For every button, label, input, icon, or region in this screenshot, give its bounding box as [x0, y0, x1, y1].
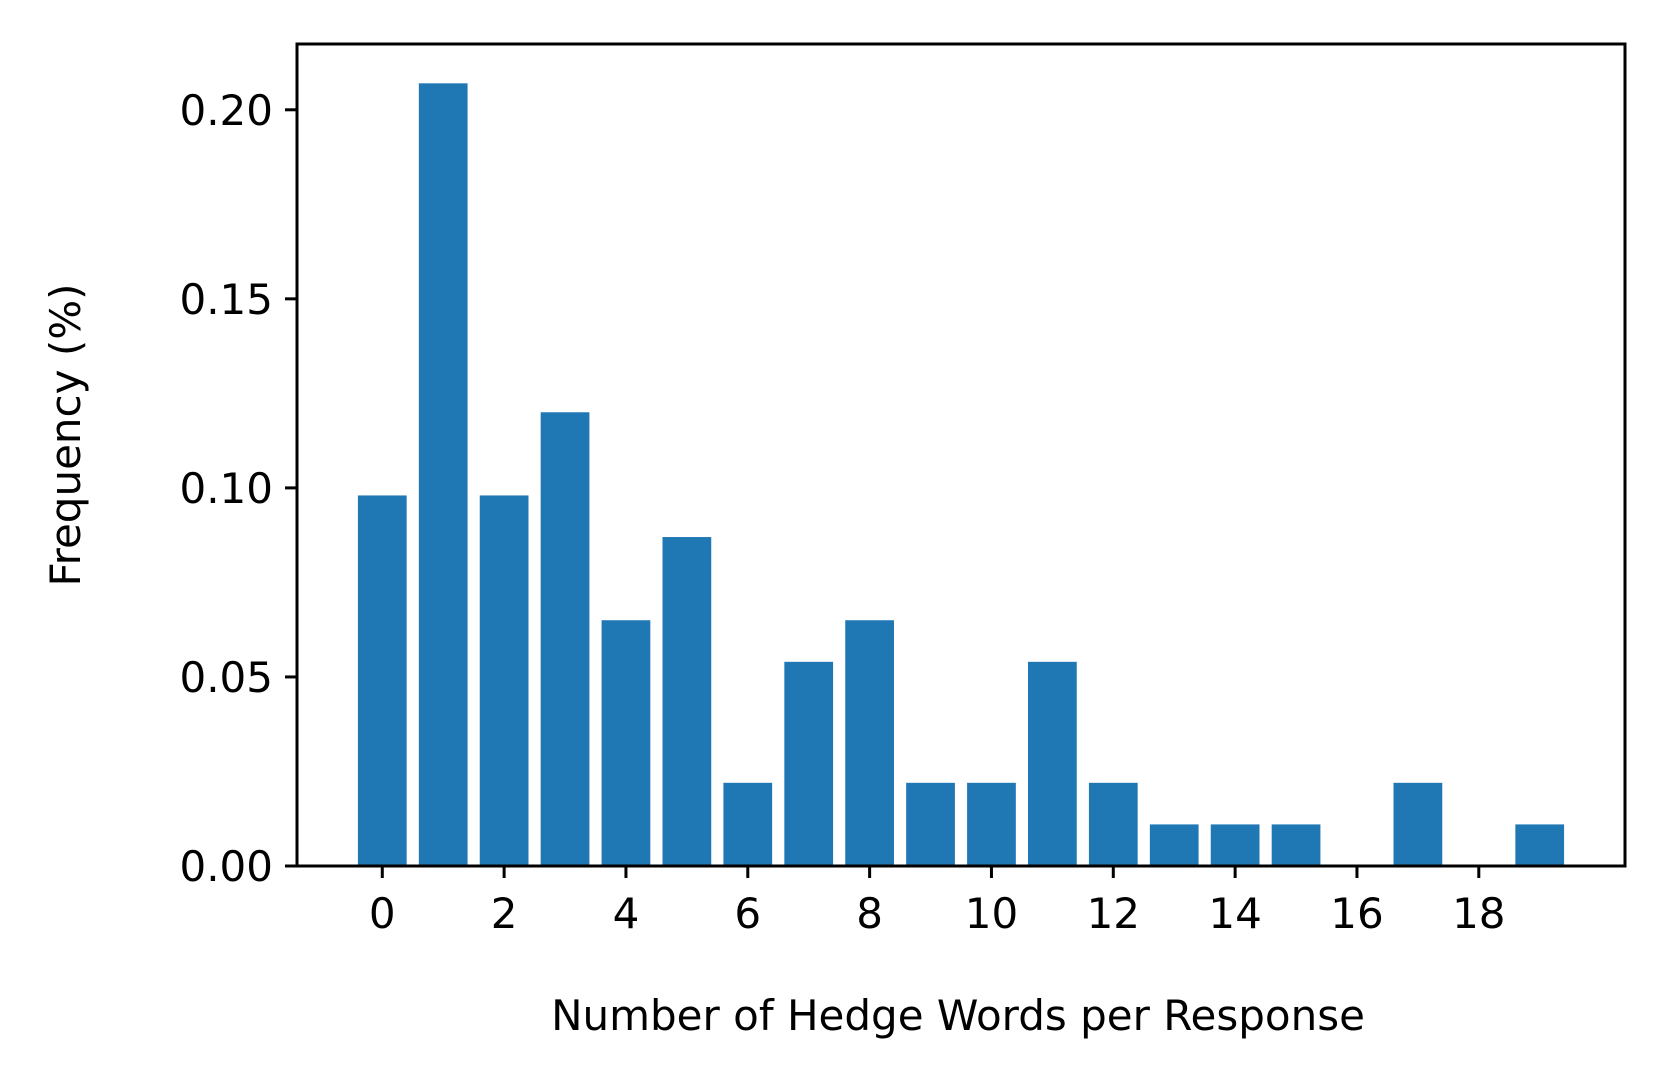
x-tick-label: 2 [491, 889, 518, 938]
bar-9 [906, 782, 955, 866]
bar-10 [967, 782, 1016, 866]
x-axis-ticks: 0 2 4 6 8 10 12 14 16 18 [369, 866, 1506, 938]
bar-6 [723, 782, 773, 866]
bars-group [357, 83, 1565, 867]
x-tick-label: 0 [369, 889, 396, 938]
x-axis-label: Number of Hedge Words per Response [551, 991, 1365, 1040]
x-tick-label: 6 [734, 889, 761, 938]
bar-5 [662, 537, 712, 866]
x-tick-label: 16 [1330, 889, 1383, 938]
bar-17 [1393, 782, 1443, 866]
y-tick-label: 0.05 [179, 653, 273, 702]
bar-2 [479, 495, 529, 866]
x-tick-label: 4 [613, 889, 640, 938]
x-tick-label: 12 [1087, 889, 1140, 938]
y-axis-ticks: 0.00 0.05 0.10 0.15 0.20 [179, 86, 297, 891]
y-axis-label: Frequency (%) [41, 283, 90, 586]
bar-15 [1271, 824, 1321, 866]
plot-frame [295, 42, 1627, 868]
bar-0 [357, 495, 407, 866]
y-tick-label: 0.00 [179, 842, 273, 891]
bar-12 [1088, 782, 1138, 866]
x-tick-label: 10 [965, 889, 1018, 938]
x-tick-label: 18 [1452, 889, 1505, 938]
bar-14 [1210, 824, 1260, 866]
y-tick-label: 0.10 [179, 464, 273, 513]
bar-4 [601, 620, 651, 866]
bar-13 [1149, 824, 1199, 866]
bar-11 [1028, 661, 1077, 866]
y-tick-label: 0.20 [179, 86, 273, 135]
bar-8 [845, 620, 894, 866]
y-tick-label: 0.15 [179, 275, 273, 324]
x-tick-label: 14 [1208, 889, 1261, 938]
bar-3 [540, 412, 590, 866]
x-tick-label: 8 [856, 889, 883, 938]
bar-7 [784, 661, 834, 866]
bar-19 [1515, 824, 1565, 866]
bar-1 [418, 83, 468, 867]
